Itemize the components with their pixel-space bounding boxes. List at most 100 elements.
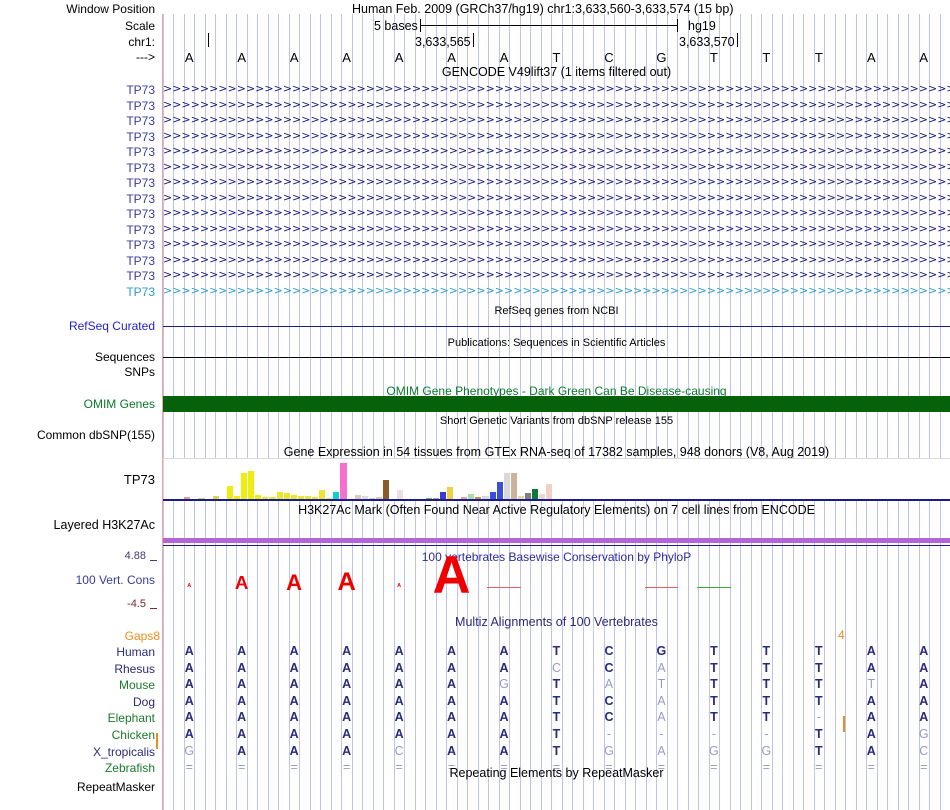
publications-track-label-sequences[interactable]: Sequences — [94, 350, 155, 364]
gtex-tissue-bar[interactable] — [304, 496, 312, 501]
gtex-tissue-bar[interactable] — [255, 495, 262, 501]
omim-gene-block[interactable] — [163, 396, 950, 412]
ruler-tick-2 — [737, 33, 738, 47]
gencode-strand-arrows: >>>>>>>>>>>>>>>>>>>>>>>>>>>>>>>>>>>>>>>>… — [163, 113, 950, 126]
gencode-gene-row[interactable]: >>>>>>>>>>>>>>>>>>>>>>>>>>>>>>>>>>>>>>>>… — [163, 206, 950, 219]
gtex-tissue-bar[interactable] — [525, 493, 532, 501]
gtex-tissue-bar[interactable] — [383, 480, 390, 501]
alignment-species-label[interactable]: Dog — [132, 694, 155, 709]
gencode-gene-row[interactable]: >>>>>>>>>>>>>>>>>>>>>>>>>>>>>>>>>>>>>>>>… — [163, 191, 950, 204]
alignment-base: A — [499, 693, 509, 708]
gencode-gene-row[interactable]: >>>>>>>>>>>>>>>>>>>>>>>>>>>>>>>>>>>>>>>>… — [163, 82, 950, 95]
gtex-tissue-bar[interactable] — [226, 485, 233, 501]
conservation-axis-max: 4.88 — [124, 550, 146, 562]
alignment-base: A — [866, 693, 876, 708]
gencode-gene-row[interactable]: >>>>>>>>>>>>>>>>>>>>>>>>>>>>>>>>>>>>>>>>… — [163, 160, 950, 173]
gtex-tissue-bar[interactable] — [248, 470, 255, 501]
gtex-tissue-bar[interactable] — [546, 483, 553, 501]
gtex-tissue-bar[interactable] — [354, 495, 361, 501]
gtex-tissue-bar[interactable] — [319, 489, 326, 501]
gencode-gene-row[interactable]: >>>>>>>>>>>>>>>>>>>>>>>>>>>>>>>>>>>>>>>>… — [163, 222, 950, 235]
gencode-gene-label[interactable]: TP73 — [126, 238, 155, 252]
gencode-gene-row[interactable]: >>>>>>>>>>>>>>>>>>>>>>>>>>>>>>>>>>>>>>>>… — [163, 113, 950, 126]
gtex-tissue-bar[interactable] — [361, 496, 368, 501]
gencode-gene-row[interactable]: >>>>>>>>>>>>>>>>>>>>>>>>>>>>>>>>>>>>>>>>… — [163, 144, 950, 157]
alignment-base: A — [657, 710, 666, 725]
alignment-base: A — [499, 644, 509, 658]
alignment-species-label[interactable]: Chicken — [111, 728, 155, 742]
gtex-tissue-bar[interactable] — [503, 472, 510, 501]
gencode-gene-label[interactable]: TP73 — [126, 222, 155, 237]
scale-bar-line — [420, 25, 678, 26]
omim-track-title: OMIM Gene Phenotypes - Dark Green Can Be… — [386, 384, 727, 398]
gencode-gene-label[interactable]: TP73 — [126, 83, 155, 97]
gtex-tissue-bar[interactable] — [276, 491, 283, 501]
gencode-gene-row[interactable]: >>>>>>>>>>>>>>>>>>>>>>>>>>>>>>>>>>>>>>>>… — [163, 237, 950, 250]
gtex-tissue-bar[interactable] — [446, 486, 454, 501]
gaps-label[interactable]: Gaps8 — [0, 630, 160, 642]
reference-base: T — [552, 50, 561, 65]
gaps-value: 8 — [153, 629, 160, 643]
gencode-gene-row[interactable]: >>>>>>>>>>>>>>>>>>>>>>>>>>>>>>>>>>>>>>>>… — [163, 98, 950, 111]
gencode-gene-label[interactable]: TP73 — [126, 269, 155, 283]
h3k27ac-track-label[interactable]: Layered H3K27Ac — [53, 518, 155, 532]
gencode-gene-label[interactable]: TP73 — [126, 145, 155, 159]
gtex-expression-chart[interactable] — [163, 458, 950, 501]
repeatmasker-track-label[interactable]: RepeatMasker — [76, 780, 155, 794]
gencode-gene-row[interactable]: >>>>>>>>>>>>>>>>>>>>>>>>>>>>>>>>>>>>>>>>… — [163, 175, 950, 188]
refseq-track-label[interactable]: RefSeq Curated — [68, 319, 155, 333]
gtex-tissue-bar[interactable] — [482, 496, 489, 501]
alignment-species-label[interactable]: Mouse — [118, 678, 155, 693]
alignment-base: A — [919, 677, 929, 692]
gtex-tissue-bar[interactable] — [468, 494, 475, 501]
alignment-base: = — [605, 760, 613, 775]
gencode-gene-label[interactable]: TP73 — [126, 176, 155, 190]
gtex-tissue-bar[interactable] — [283, 493, 290, 501]
gencode-gene-row[interactable]: >>>>>>>>>>>>>>>>>>>>>>>>>>>>>>>>>>>>>>>>… — [163, 268, 950, 281]
reference-base: A — [499, 50, 509, 65]
gencode-gene-label[interactable]: TP73 — [126, 98, 155, 113]
alignment-base: A — [237, 644, 247, 658]
gtex-tissue-bar[interactable] — [496, 482, 503, 501]
gtex-track-label[interactable]: TP73 — [123, 472, 155, 487]
gtex-tissue-bar[interactable] — [439, 492, 446, 501]
gencode-gene-label[interactable]: TP73 — [126, 253, 155, 268]
gencode-gene-label[interactable]: TP73 — [126, 160, 155, 175]
gtex-tissue-bar[interactable] — [333, 491, 340, 501]
gtex-tissue-bar[interactable] — [397, 489, 404, 501]
gencode-gene-label[interactable]: TP73 — [126, 191, 155, 206]
gencode-gene-label[interactable]: TP73 — [126, 284, 155, 299]
conservation-letter: A — [337, 567, 356, 596]
gtex-tissue-bar[interactable] — [517, 496, 525, 501]
alignment-species-label[interactable]: Elephant — [107, 711, 155, 726]
omim-track-label[interactable]: OMIM Genes — [83, 397, 155, 411]
gencode-gene-label[interactable]: TP73 — [126, 129, 155, 144]
conservation-track-label[interactable]: 100 Vert. Cons — [75, 573, 155, 587]
gtex-tissue-bar[interactable] — [539, 494, 546, 501]
dbsnp-track-label[interactable]: Common dbSNP(155) — [36, 428, 155, 442]
alignment-species-label[interactable]: Human — [116, 645, 155, 659]
alignment-species-label[interactable]: Zebrafish — [104, 761, 155, 776]
gencode-gene-row[interactable]: >>>>>>>>>>>>>>>>>>>>>>>>>>>>>>>>>>>>>>>>… — [163, 253, 950, 266]
gtex-tissue-bar[interactable] — [340, 463, 347, 501]
gencode-gene-label[interactable]: TP73 — [126, 114, 155, 128]
gtex-tissue-bar[interactable] — [290, 495, 297, 501]
alignment-species-label[interactable]: X_tropicalis — [92, 744, 155, 759]
alignment-base: A — [342, 743, 352, 758]
gtex-tissue-bar[interactable] — [212, 496, 219, 501]
gtex-tissue-bar[interactable] — [510, 472, 517, 501]
gtex-tissue-bar[interactable] — [241, 472, 248, 501]
gencode-gene-row[interactable]: >>>>>>>>>>>>>>>>>>>>>>>>>>>>>>>>>>>>>>>>… — [163, 284, 950, 297]
alignment-base: A — [499, 743, 509, 758]
gtex-tissue-bar[interactable] — [532, 488, 539, 501]
gencode-gene-label[interactable]: TP73 — [126, 207, 155, 221]
publications-track-label-snps[interactable]: SNPs — [124, 365, 155, 379]
scale-tick-left — [420, 19, 421, 32]
gtex-tissue-bar[interactable] — [489, 491, 496, 501]
gtex-tissue-bar[interactable] — [297, 496, 304, 501]
alignment-species-label[interactable]: Rhesus — [114, 661, 155, 676]
alignment-base: A — [342, 644, 352, 658]
conservation-letter: A — [187, 583, 192, 589]
gtex-tissue-bar[interactable] — [233, 496, 241, 501]
gencode-gene-row[interactable]: >>>>>>>>>>>>>>>>>>>>>>>>>>>>>>>>>>>>>>>>… — [163, 129, 950, 142]
